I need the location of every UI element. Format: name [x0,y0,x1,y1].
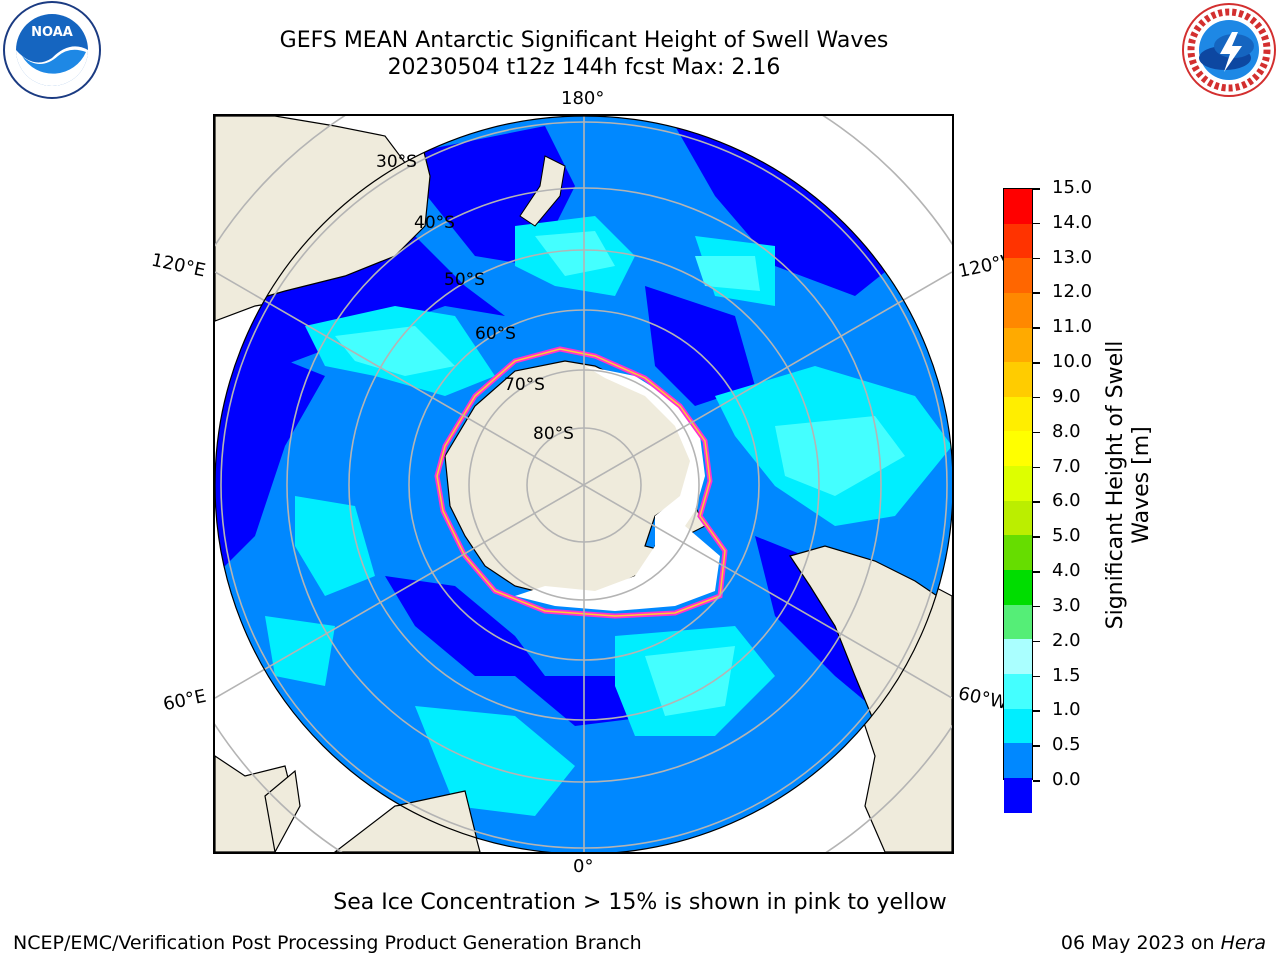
colorbar-tick-mark [1033,396,1040,399]
graticule [215,116,952,852]
colorbar-tick-label: 6.0 [1052,490,1081,512]
colorbar-segment [1004,258,1032,293]
colorbar-tick-label: 3.0 [1052,594,1081,616]
colorbar-segment [1004,466,1032,501]
colorbar-tick-mark [1033,536,1040,538]
colorbar-segment [1004,708,1032,744]
colorbar-title-text: Significant Height of Swell Waves [m] [1103,340,1154,630]
colorbar-tick-mark [1033,640,1040,643]
colorbar-tick-mark [1033,362,1040,364]
colorbar-segment [1004,189,1032,224]
noaa-logo-text: NOAA [31,25,73,40]
footer-producer: NCEP/EMC/Verification Post Processing Pr… [13,932,642,954]
lat-label-50s: 50°S [444,270,485,290]
lat-label-70s: 70°S [504,375,545,395]
footer-date: 06 May 2023 on Hera [1061,932,1266,954]
colorbar-tick-mark [1033,605,1040,608]
colorbar-segment [1004,535,1032,571]
colorbar-tick-label: 0.5 [1052,734,1081,756]
colorbar-tick-mark [1033,327,1040,329]
colorbar-tick-label: 13.0 [1052,246,1093,268]
polar-map [213,114,954,854]
colorbar-tick-label: 14.0 [1052,211,1093,233]
national-weather-service-logo-icon [1180,2,1278,98]
colorbar-tick-mark [1033,257,1040,260]
colorbar-segment [1004,604,1032,640]
colorbar-tick-label: 5.0 [1052,525,1081,547]
colorbar-tick-label: 1.0 [1052,699,1081,721]
colorbar-segment [1004,223,1032,259]
lon-label-bottom: 0° [573,856,594,877]
colorbar-title: Significant Height of Swell Waves [m] [1103,320,1155,650]
colorbar-tick-mark [1033,710,1040,712]
lat-label-40s: 40°S [414,213,455,233]
swell-high-regions [335,231,905,716]
colorbar-tick-mark [1033,571,1040,573]
lat-label-60s: 60°S [475,324,516,344]
footer-date-text: 06 May 2023 on [1060,932,1215,954]
noaa-logo-icon: NOAA [0,0,104,100]
colorbar-tick-mark [1033,431,1040,434]
lat-label-30s: 30°S [376,152,417,172]
colorbar-tick-label: 2.0 [1052,629,1081,651]
colorbar-segment [1004,777,1032,813]
colorbar-tick-label: 1.5 [1052,664,1081,686]
colorbar-tick-label: 10.0 [1052,351,1093,373]
colorbar-tick-label: 15.0 [1052,177,1093,198]
footer-machine: Hera [1220,932,1266,954]
lon-label-upper-left: 120°E [149,249,208,282]
colorbar-tick-mark [1033,745,1040,747]
sea-ice-note: Sea Ice Concentration > 15% is shown in … [333,890,947,915]
colorbar-segment [1004,362,1032,397]
colorbar-tick-mark [1033,188,1040,190]
colorbar-tick-mark [1033,466,1040,469]
colorbar-tick-mark [1033,501,1040,503]
colorbar-segment [1004,396,1032,432]
colorbar-tick-label: 7.0 [1052,455,1081,477]
colorbar-segment [1004,673,1032,709]
colorbar-segment [1004,292,1032,328]
chart-title: GEFS MEAN Antarctic Significant Height o… [279,28,889,53]
colorbar-tick-mark [1033,675,1040,678]
colorbar [1003,188,1033,813]
colorbar-segment [1004,431,1032,467]
lon-label-lower-right: 60°W [956,683,1010,714]
colorbar-segment [1004,500,1032,536]
colorbar-tick-label: 0.0 [1052,769,1081,790]
colorbar-segment [1004,327,1032,363]
colorbar-segment [1004,743,1032,778]
chart-subtitle: 20230504 t12z 144h fcst Max: 2.16 [387,55,781,80]
colorbar-tick-label: 8.0 [1052,420,1081,442]
colorbar-segment [1004,639,1032,674]
colorbar-tick-label: 9.0 [1052,385,1081,407]
colorbar-tick-mark [1033,292,1040,294]
colorbar-tick-label: 12.0 [1052,281,1093,303]
colorbar-tick-label: 11.0 [1052,316,1093,338]
colorbar-tick-mark [1033,222,1040,225]
lat-label-80s: 80°S [533,424,574,444]
lon-label-top: 180° [561,88,605,109]
sea-ice-area [515,366,720,611]
colorbar-segment [1004,570,1032,605]
colorbar-tick-label: 4.0 [1052,560,1081,582]
lon-label-lower-left: 60°E [161,685,208,716]
colorbar-tick-mark [1033,780,1040,782]
